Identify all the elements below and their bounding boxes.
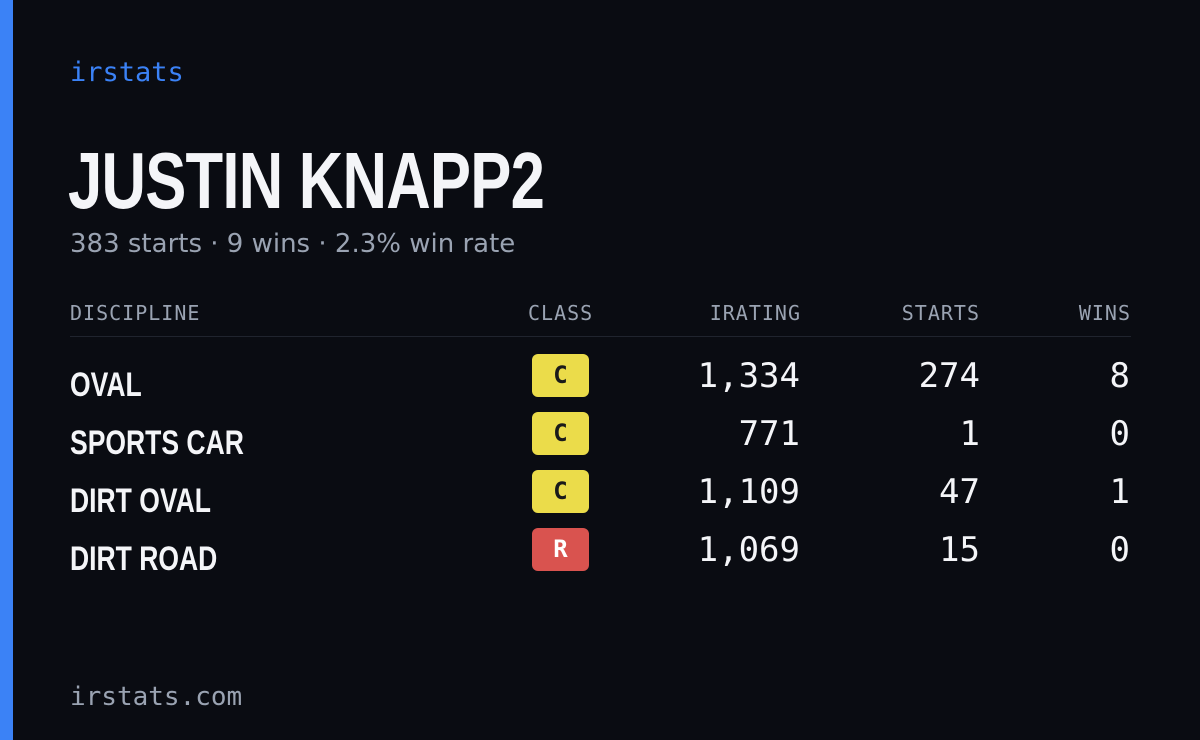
wins-value: 0 (1109, 530, 1130, 570)
wins-value: 8 (1109, 356, 1130, 396)
wins-value: 1 (1109, 472, 1130, 512)
irating-value: 1,109 (697, 472, 800, 512)
table-row: DIRT OVAL C 1,109 47 1 (70, 470, 1131, 528)
table-row: SPORTS CAR C 771 1 0 (70, 412, 1131, 470)
stats-table: DISCIPLINE CLASS IRATING STARTS WINS OVA… (70, 296, 1131, 586)
discipline-name: DIRT OVAL (70, 482, 211, 520)
discipline-name: OVAL (70, 366, 142, 404)
discipline-name: DIRT ROAD (70, 540, 218, 578)
table-row: OVAL C 1,334 274 8 (70, 354, 1131, 412)
driver-summary: 383 starts · 9 wins · 2.3% win rate (70, 229, 516, 259)
irating-value: 1,334 (697, 356, 800, 396)
class-badge: R (532, 528, 589, 571)
class-badge: C (532, 470, 589, 513)
discipline-name: SPORTS CAR (70, 424, 244, 462)
header-starts: STARTS (901, 301, 980, 325)
brand-logo-text: irstats (70, 57, 184, 88)
irating-value: 771 (738, 414, 800, 454)
driver-name: JUSTIN KNAPP2 (68, 136, 545, 225)
class-badge: C (532, 412, 589, 455)
accent-bar (0, 0, 13, 740)
header-class: CLASS (528, 301, 594, 325)
header-irating: IRATING (709, 301, 801, 325)
starts-value: 15 (939, 530, 980, 570)
starts-value: 274 (918, 356, 980, 396)
starts-value: 47 (939, 472, 980, 512)
class-badge: C (532, 354, 589, 397)
header-wins: WINS (1078, 301, 1131, 325)
irating-value: 1,069 (697, 530, 800, 570)
table-row: DIRT ROAD R 1,069 15 0 (70, 528, 1131, 586)
starts-value: 1 (959, 414, 980, 454)
header-discipline: DISCIPLINE (70, 301, 201, 325)
footer-url: irstats.com (70, 682, 243, 712)
table-header: DISCIPLINE CLASS IRATING STARTS WINS (70, 296, 1131, 337)
table-body: OVAL C 1,334 274 8 SPORTS CAR C 771 1 0 … (70, 354, 1131, 586)
wins-value: 0 (1109, 414, 1130, 454)
